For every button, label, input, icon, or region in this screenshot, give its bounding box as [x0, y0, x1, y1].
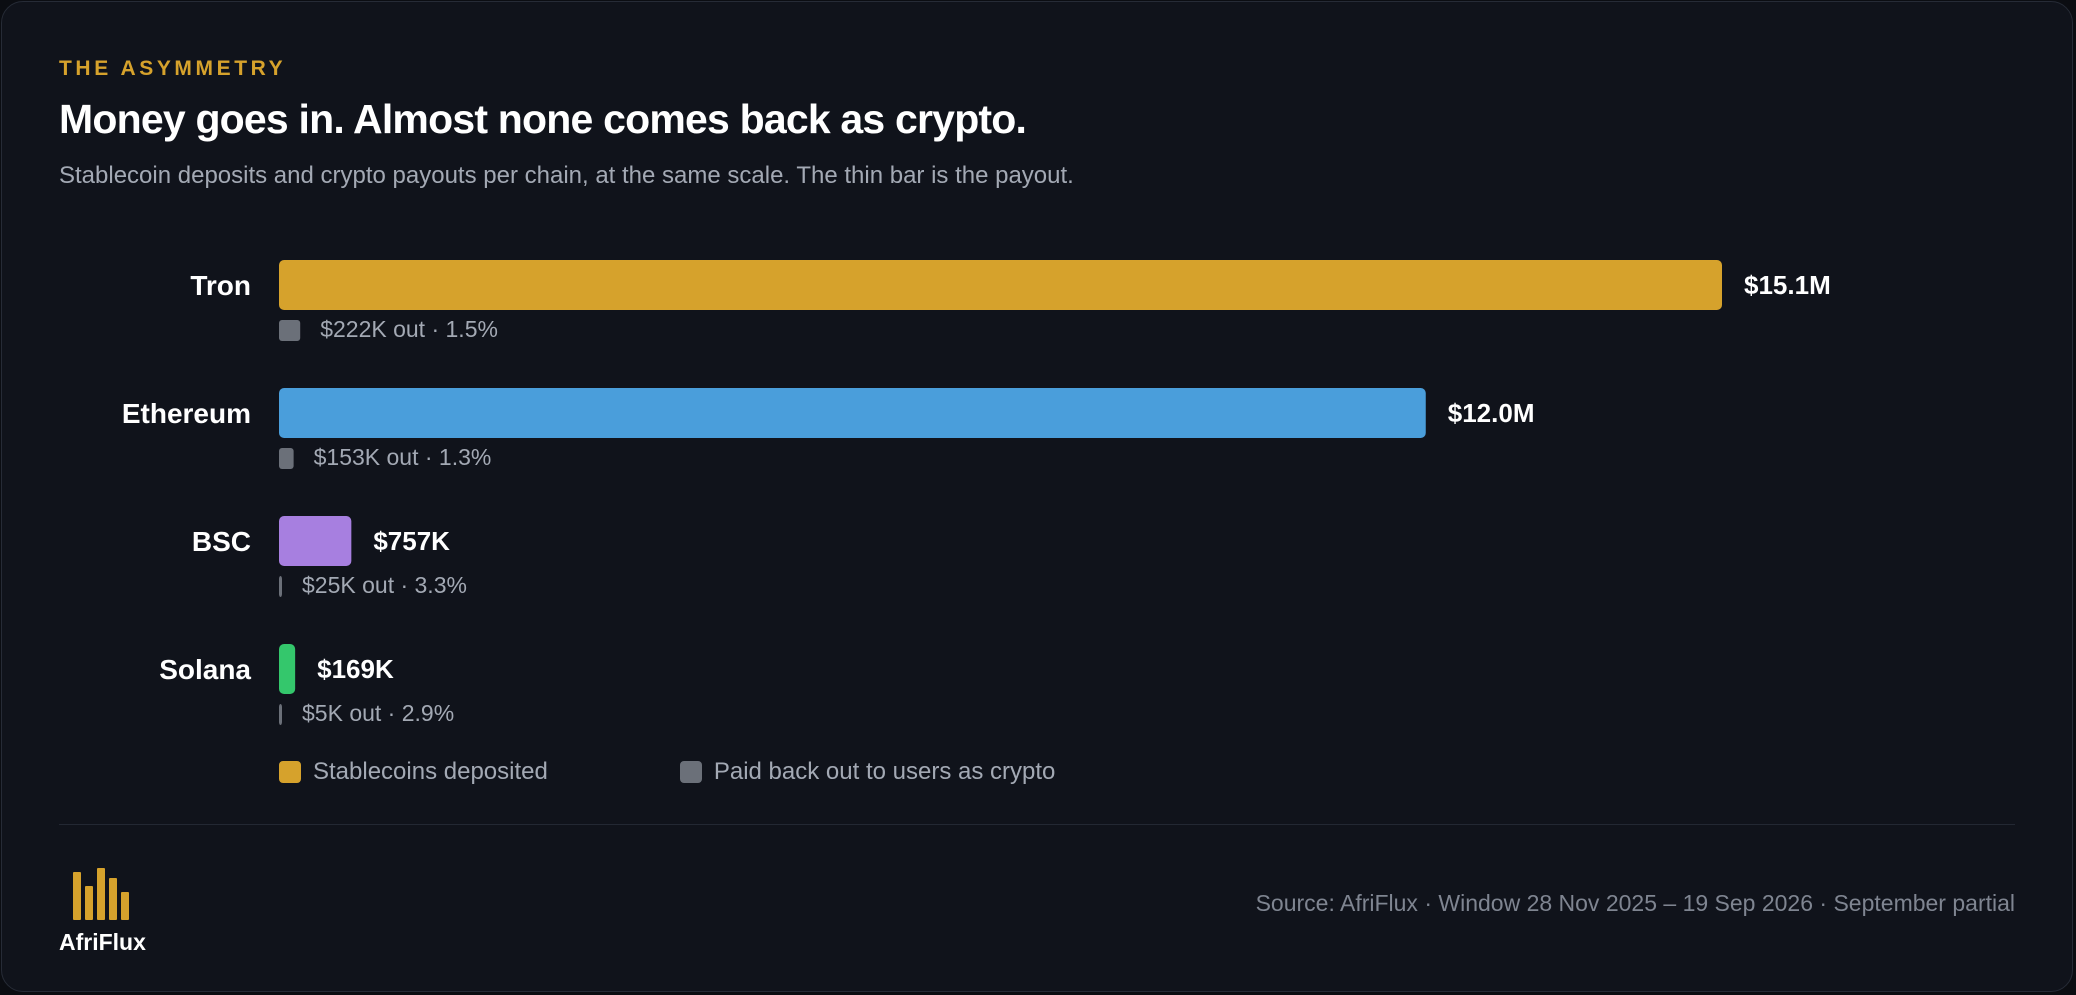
deposit-value-solana: $169K — [317, 654, 394, 684]
deposit-bar-ethereum — [279, 388, 1426, 438]
payout-bar-ethereum — [279, 448, 294, 469]
deposit-value-tron: $15.1M — [1744, 270, 1831, 300]
deposit-bar-bsc — [279, 516, 352, 566]
payout-bar-tron — [279, 320, 301, 341]
category-label-solana: Solana — [159, 654, 251, 685]
footer-divider — [59, 824, 2015, 825]
legend: Stablecoins deposited Paid back out to u… — [279, 758, 1055, 786]
deposit-bar-solana — [279, 644, 296, 694]
deposit-value-bsc: $757K — [373, 526, 450, 556]
legend-item-paid-out: Paid back out to users as crypto — [679, 758, 1056, 786]
payout-label-ethereum: $153K out · 1.3% — [314, 444, 492, 470]
eyebrow-label: THE ASYMMETRY — [59, 57, 287, 80]
deposit-bar-tron — [279, 260, 1722, 310]
category-label-ethereum: Ethereum — [122, 398, 251, 429]
legend-swatch-deposited — [279, 761, 301, 783]
payout-bar-solana — [279, 704, 282, 725]
payout-label-bsc: $25K out · 3.3% — [302, 572, 467, 598]
payout-bar-bsc — [279, 576, 282, 597]
category-label-bsc: BSC — [192, 526, 251, 557]
legend-label-paid-out: Paid back out to users as crypto — [713, 758, 1056, 785]
legend-swatch-paid-out — [679, 761, 702, 783]
bar-chart-logo-icon — [73, 868, 129, 920]
category-label-tron: Tron — [190, 270, 251, 301]
deposit-value-ethereum: $12.0M — [1448, 398, 1535, 428]
chart-title: Money goes in. Almost none comes back as… — [59, 96, 1027, 142]
payout-label-solana: $5K out · 2.9% — [302, 700, 454, 726]
chart-subtitle: Stablecoin deposits and crypto payouts p… — [59, 162, 1074, 189]
payout-label-tron: $222K out · 1.5% — [320, 316, 498, 342]
source-note: Source: AfriFlux · Window 28 Nov 2025 – … — [1255, 890, 2015, 916]
bar-chart: Tron $15.1M $222K out · 1.5% Ethereum $12.0M… — [122, 260, 1831, 726]
brand-name: AfriFlux — [59, 929, 146, 955]
legend-label-deposited: Stablecoins deposited — [313, 758, 548, 785]
legend-item-deposited: Stablecoins deposited — [279, 758, 548, 786]
